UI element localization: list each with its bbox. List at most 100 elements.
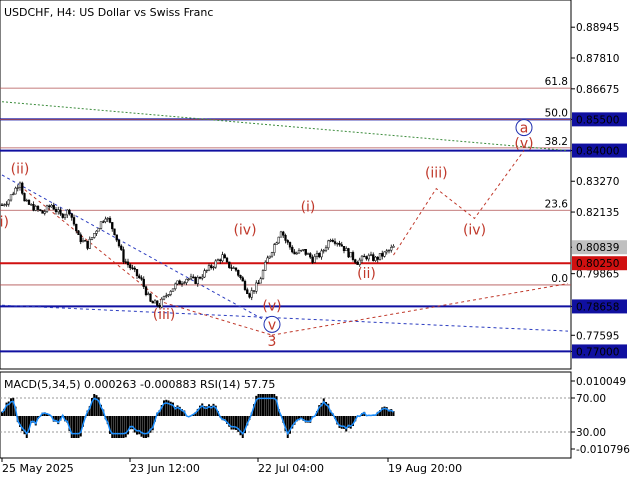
candle-body bbox=[201, 276, 204, 279]
y-tick-label: 0.88945 bbox=[576, 22, 619, 34]
candle-body bbox=[86, 241, 89, 249]
macd-bar bbox=[230, 416, 233, 430]
candle-body bbox=[320, 250, 323, 258]
candle-body bbox=[102, 221, 105, 223]
candle-body bbox=[162, 296, 166, 300]
macd-bar bbox=[244, 416, 246, 434]
candle-body bbox=[365, 256, 368, 260]
y-tick-label: 0.82135 bbox=[576, 207, 619, 219]
candle-body bbox=[284, 235, 287, 241]
macd-bar bbox=[142, 416, 145, 438]
macd-bar bbox=[221, 416, 224, 421]
macd-bar bbox=[183, 410, 186, 416]
candle-body bbox=[311, 256, 314, 263]
macd-bar bbox=[32, 416, 35, 423]
candle-body bbox=[300, 249, 303, 252]
macd-bar bbox=[327, 403, 330, 416]
candle-body bbox=[160, 298, 163, 308]
price-tag-box bbox=[572, 143, 627, 158]
macd-bar bbox=[257, 394, 260, 416]
candle-body bbox=[291, 246, 294, 253]
macd-bar bbox=[163, 400, 165, 416]
wave-label: (ii) bbox=[11, 162, 30, 178]
candle-body bbox=[250, 290, 253, 298]
macd-bar bbox=[291, 416, 294, 429]
candle-body bbox=[313, 256, 316, 263]
candle-body bbox=[48, 205, 51, 208]
candle-body bbox=[212, 266, 215, 269]
candle-body bbox=[144, 286, 148, 296]
candle-body bbox=[3, 204, 6, 206]
candle-body bbox=[126, 261, 130, 266]
candle-body bbox=[336, 242, 339, 245]
candle-body bbox=[363, 255, 366, 258]
macd-bar bbox=[273, 394, 276, 416]
candle-body bbox=[351, 252, 355, 260]
fib-label: 50.0 bbox=[545, 107, 568, 119]
candle-body bbox=[84, 240, 87, 242]
candle-body bbox=[147, 293, 150, 296]
candle-body bbox=[381, 253, 384, 257]
macd-bar bbox=[55, 416, 57, 422]
wave-label: (v) bbox=[262, 299, 281, 315]
candle-body bbox=[178, 280, 181, 285]
y-tick-label: 0.77595 bbox=[576, 330, 619, 342]
macd-bar bbox=[255, 395, 258, 416]
wave-label: (iv) bbox=[463, 223, 486, 239]
indicator-tick-label: 30.00 bbox=[576, 427, 606, 439]
macd-bar bbox=[286, 416, 289, 438]
candle-body bbox=[239, 275, 242, 278]
candle-body bbox=[376, 256, 379, 260]
macd-bar bbox=[325, 401, 327, 416]
macd-bar bbox=[169, 401, 172, 416]
candle-body bbox=[135, 269, 139, 277]
macd-bar bbox=[194, 412, 197, 416]
candle-body bbox=[304, 249, 307, 255]
candle-body bbox=[180, 283, 184, 285]
wave-labels: (ii)i)(iii)(iv)(v)v3(i)(ii)(iii)(iv)(v)a bbox=[0, 119, 534, 350]
candle-body bbox=[277, 236, 280, 244]
candle-body bbox=[214, 260, 217, 268]
macd-bar bbox=[151, 416, 154, 431]
macd-bar bbox=[176, 405, 179, 416]
macd-bar bbox=[178, 406, 181, 416]
price-tag-box bbox=[572, 299, 627, 314]
candle-body bbox=[309, 253, 312, 258]
candle-body bbox=[241, 277, 244, 282]
candle-body bbox=[95, 230, 98, 234]
macd-bar bbox=[340, 416, 343, 429]
macd-bar bbox=[232, 416, 235, 430]
macd-bar bbox=[284, 416, 287, 432]
candle-body bbox=[378, 253, 382, 260]
candle-body bbox=[30, 204, 33, 206]
price-tag-box bbox=[572, 112, 627, 127]
candle-body bbox=[315, 253, 319, 257]
fib-label: 0.0 bbox=[551, 273, 568, 285]
candle-body bbox=[52, 204, 55, 210]
candle-body bbox=[45, 205, 49, 212]
macd-bar bbox=[127, 416, 129, 435]
x-tick-label: 25 May 2025 bbox=[2, 462, 74, 475]
macd-bar bbox=[343, 416, 345, 429]
price-tag-text: 0.80839 bbox=[576, 242, 619, 254]
macd-bar bbox=[318, 405, 321, 416]
candle-body bbox=[225, 257, 229, 263]
candle-body bbox=[243, 280, 247, 290]
candle-body bbox=[385, 250, 388, 253]
macd-bar bbox=[46, 413, 48, 416]
candle-body bbox=[219, 259, 222, 262]
candle-body bbox=[140, 277, 143, 280]
candle-body bbox=[122, 249, 125, 262]
macd-bar bbox=[21, 416, 24, 432]
candle-body bbox=[113, 228, 116, 236]
candle-body bbox=[338, 242, 341, 245]
red-wave-line bbox=[19, 185, 165, 303]
fib-label: 23.6 bbox=[545, 198, 569, 210]
macd-bar bbox=[30, 416, 33, 423]
candle-body bbox=[66, 209, 69, 216]
wave-circle bbox=[515, 119, 533, 137]
main-chart-frame bbox=[0, 0, 572, 370]
fib-label: 61.8 bbox=[545, 76, 568, 88]
macd-bar bbox=[174, 407, 177, 416]
